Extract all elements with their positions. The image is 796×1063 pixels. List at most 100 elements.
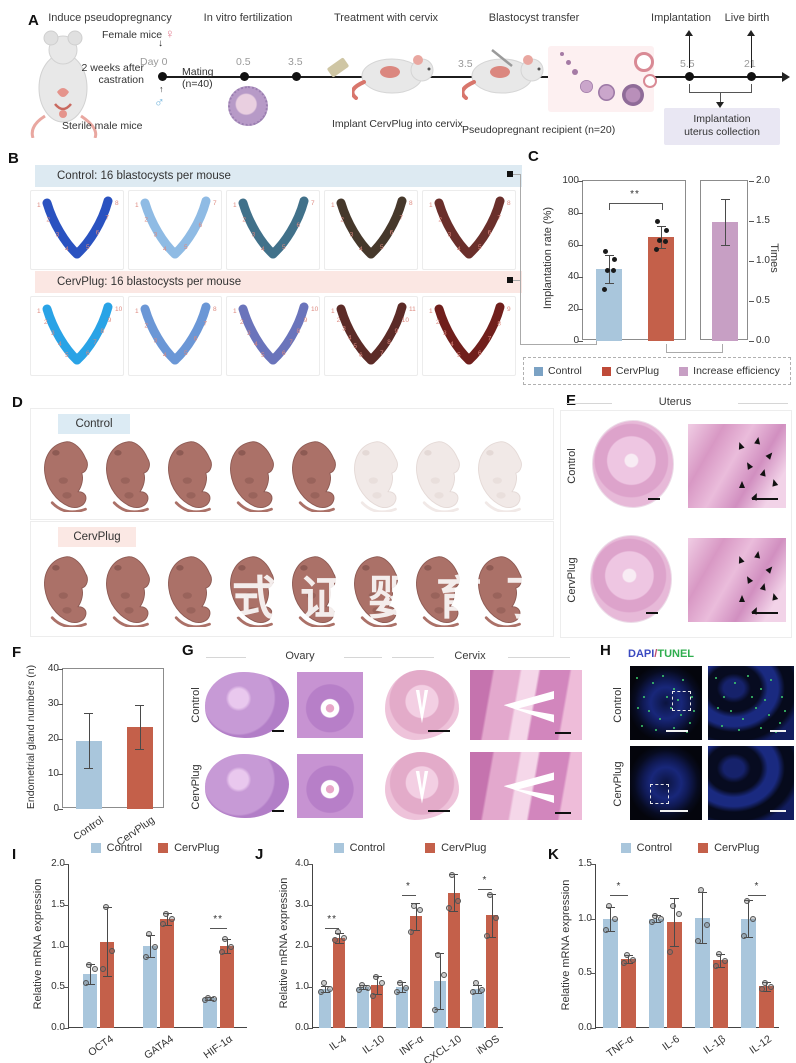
data-point	[601, 287, 607, 293]
axis-tick-label: 2.0	[51, 858, 65, 869]
axis-tick	[308, 946, 313, 947]
legend-item-control: Control	[534, 365, 582, 377]
svg-text:8: 8	[101, 328, 105, 335]
data-point	[654, 218, 660, 224]
scale-bar	[646, 612, 658, 614]
error-bar	[377, 975, 379, 994]
uterus-image: 1 2 3 4 5 10 9 8 7 6	[30, 296, 124, 376]
data-point	[715, 951, 722, 958]
panel-k-legend: Control CervPlug	[595, 842, 785, 854]
tunel-speck	[720, 725, 723, 728]
zona-ring-icon	[634, 52, 654, 72]
castration-label: 2 weeks after castration	[81, 62, 144, 86]
error-bar-cap	[656, 225, 666, 227]
axis-tick-label: 1.0	[578, 912, 592, 924]
g-control-label: Control	[190, 687, 202, 723]
bar	[758, 986, 774, 1028]
tunel-speck	[693, 710, 696, 713]
pup-solid	[38, 438, 96, 514]
significance-line	[401, 894, 416, 896]
tunel-speck	[640, 725, 643, 728]
svg-text:2: 2	[44, 319, 48, 326]
panel-j-legend: Control CervPlug	[310, 842, 510, 854]
svg-text:8: 8	[409, 200, 413, 207]
panel-i-label: I	[12, 846, 17, 863]
chart-implantation-rate: 0 20 40 60 80 100 **	[562, 175, 686, 346]
h-cervplug-label: CervPlug	[612, 761, 624, 807]
axis-tick-label: 1.5	[756, 215, 770, 226]
svg-text:10: 10	[311, 306, 319, 313]
pup-solid	[286, 553, 344, 629]
bar	[319, 989, 332, 1028]
bar	[694, 917, 710, 1028]
svg-text:4: 4	[58, 341, 62, 348]
error-bar-cap	[334, 942, 344, 944]
data-point	[662, 239, 668, 245]
error-bar	[628, 954, 629, 964]
error-bar-cap	[669, 897, 679, 899]
panel-g-label: G	[182, 642, 194, 659]
axis-tick	[64, 864, 69, 865]
data-point	[320, 980, 327, 987]
cervix-title: Cervix	[454, 650, 486, 662]
timeline-arrowhead	[782, 72, 795, 82]
control-swatch	[620, 843, 631, 853]
svg-text:5: 5	[65, 352, 69, 359]
cervplug-swatch	[425, 843, 436, 853]
svg-text:7: 7	[399, 215, 403, 222]
data-point	[623, 952, 630, 959]
connector-line	[666, 344, 667, 352]
pup-faded	[348, 438, 406, 514]
data-point	[657, 916, 664, 923]
bracket-line	[720, 92, 721, 102]
error-bar-cap	[397, 991, 406, 993]
k-ylabel: Relative mRNA expression	[560, 879, 572, 1011]
data-point	[151, 943, 158, 950]
error-bar	[491, 893, 493, 937]
tunel-zoom-cervplug	[708, 746, 794, 820]
axis-tick-label: 0	[573, 335, 579, 346]
data-point	[372, 974, 379, 981]
chart-increase-efficiency: 0.0 0.5 1.0 1.5 2.0	[700, 175, 770, 346]
svg-text:7: 7	[105, 215, 109, 222]
svg-text:6: 6	[478, 350, 482, 357]
error-bar-cap	[487, 936, 497, 938]
error-bar-cap	[372, 993, 382, 995]
mouse-recipient-illustration	[462, 49, 544, 100]
axis-tick	[64, 987, 69, 988]
data-point	[620, 959, 627, 966]
cervplug-row-header: CervPlug: 16 blastocysts per mouse	[35, 271, 522, 293]
error-bar-cap	[656, 248, 666, 250]
significance-line	[477, 889, 492, 891]
pup-faded	[472, 438, 530, 514]
bar	[712, 960, 728, 1028]
cervix-inset-control	[470, 670, 582, 740]
svg-text:8: 8	[213, 306, 217, 313]
legend-item-control: Control	[90, 842, 142, 854]
watermark-char: 式	[232, 571, 278, 625]
axis-tick-label: 80	[567, 207, 579, 218]
tunel-speck	[666, 695, 668, 698]
divider	[344, 657, 382, 658]
data-point	[666, 948, 673, 955]
significance-text: **	[630, 189, 640, 201]
error-bar-cap	[715, 966, 725, 968]
ovary-section-control	[205, 672, 289, 738]
bar	[202, 998, 217, 1028]
svg-text:4: 4	[359, 246, 363, 253]
chart-panel-k: 0.0 0.5 1.0 1.5 TNF-α IL-6 IL-1β IL-12 * *	[578, 858, 779, 1060]
bar	[648, 918, 664, 1028]
embryo-icon	[228, 86, 268, 126]
arrowhead-marker	[759, 579, 768, 591]
svg-text:7: 7	[380, 350, 384, 357]
chart-panel-i: 0.0 0.5 1.0 1.5 2.0 OCT4 GATA4 HIF-1α **	[51, 858, 247, 1062]
data-point	[403, 984, 409, 991]
axis-tick-label: 3.0	[295, 899, 309, 910]
data-point	[449, 871, 456, 878]
connector-line	[520, 174, 521, 344]
mouse-treatment-illustration	[352, 55, 434, 100]
significance-text: *	[482, 875, 488, 887]
arrow-up-male: ↑	[159, 84, 164, 94]
data-point	[697, 886, 704, 893]
